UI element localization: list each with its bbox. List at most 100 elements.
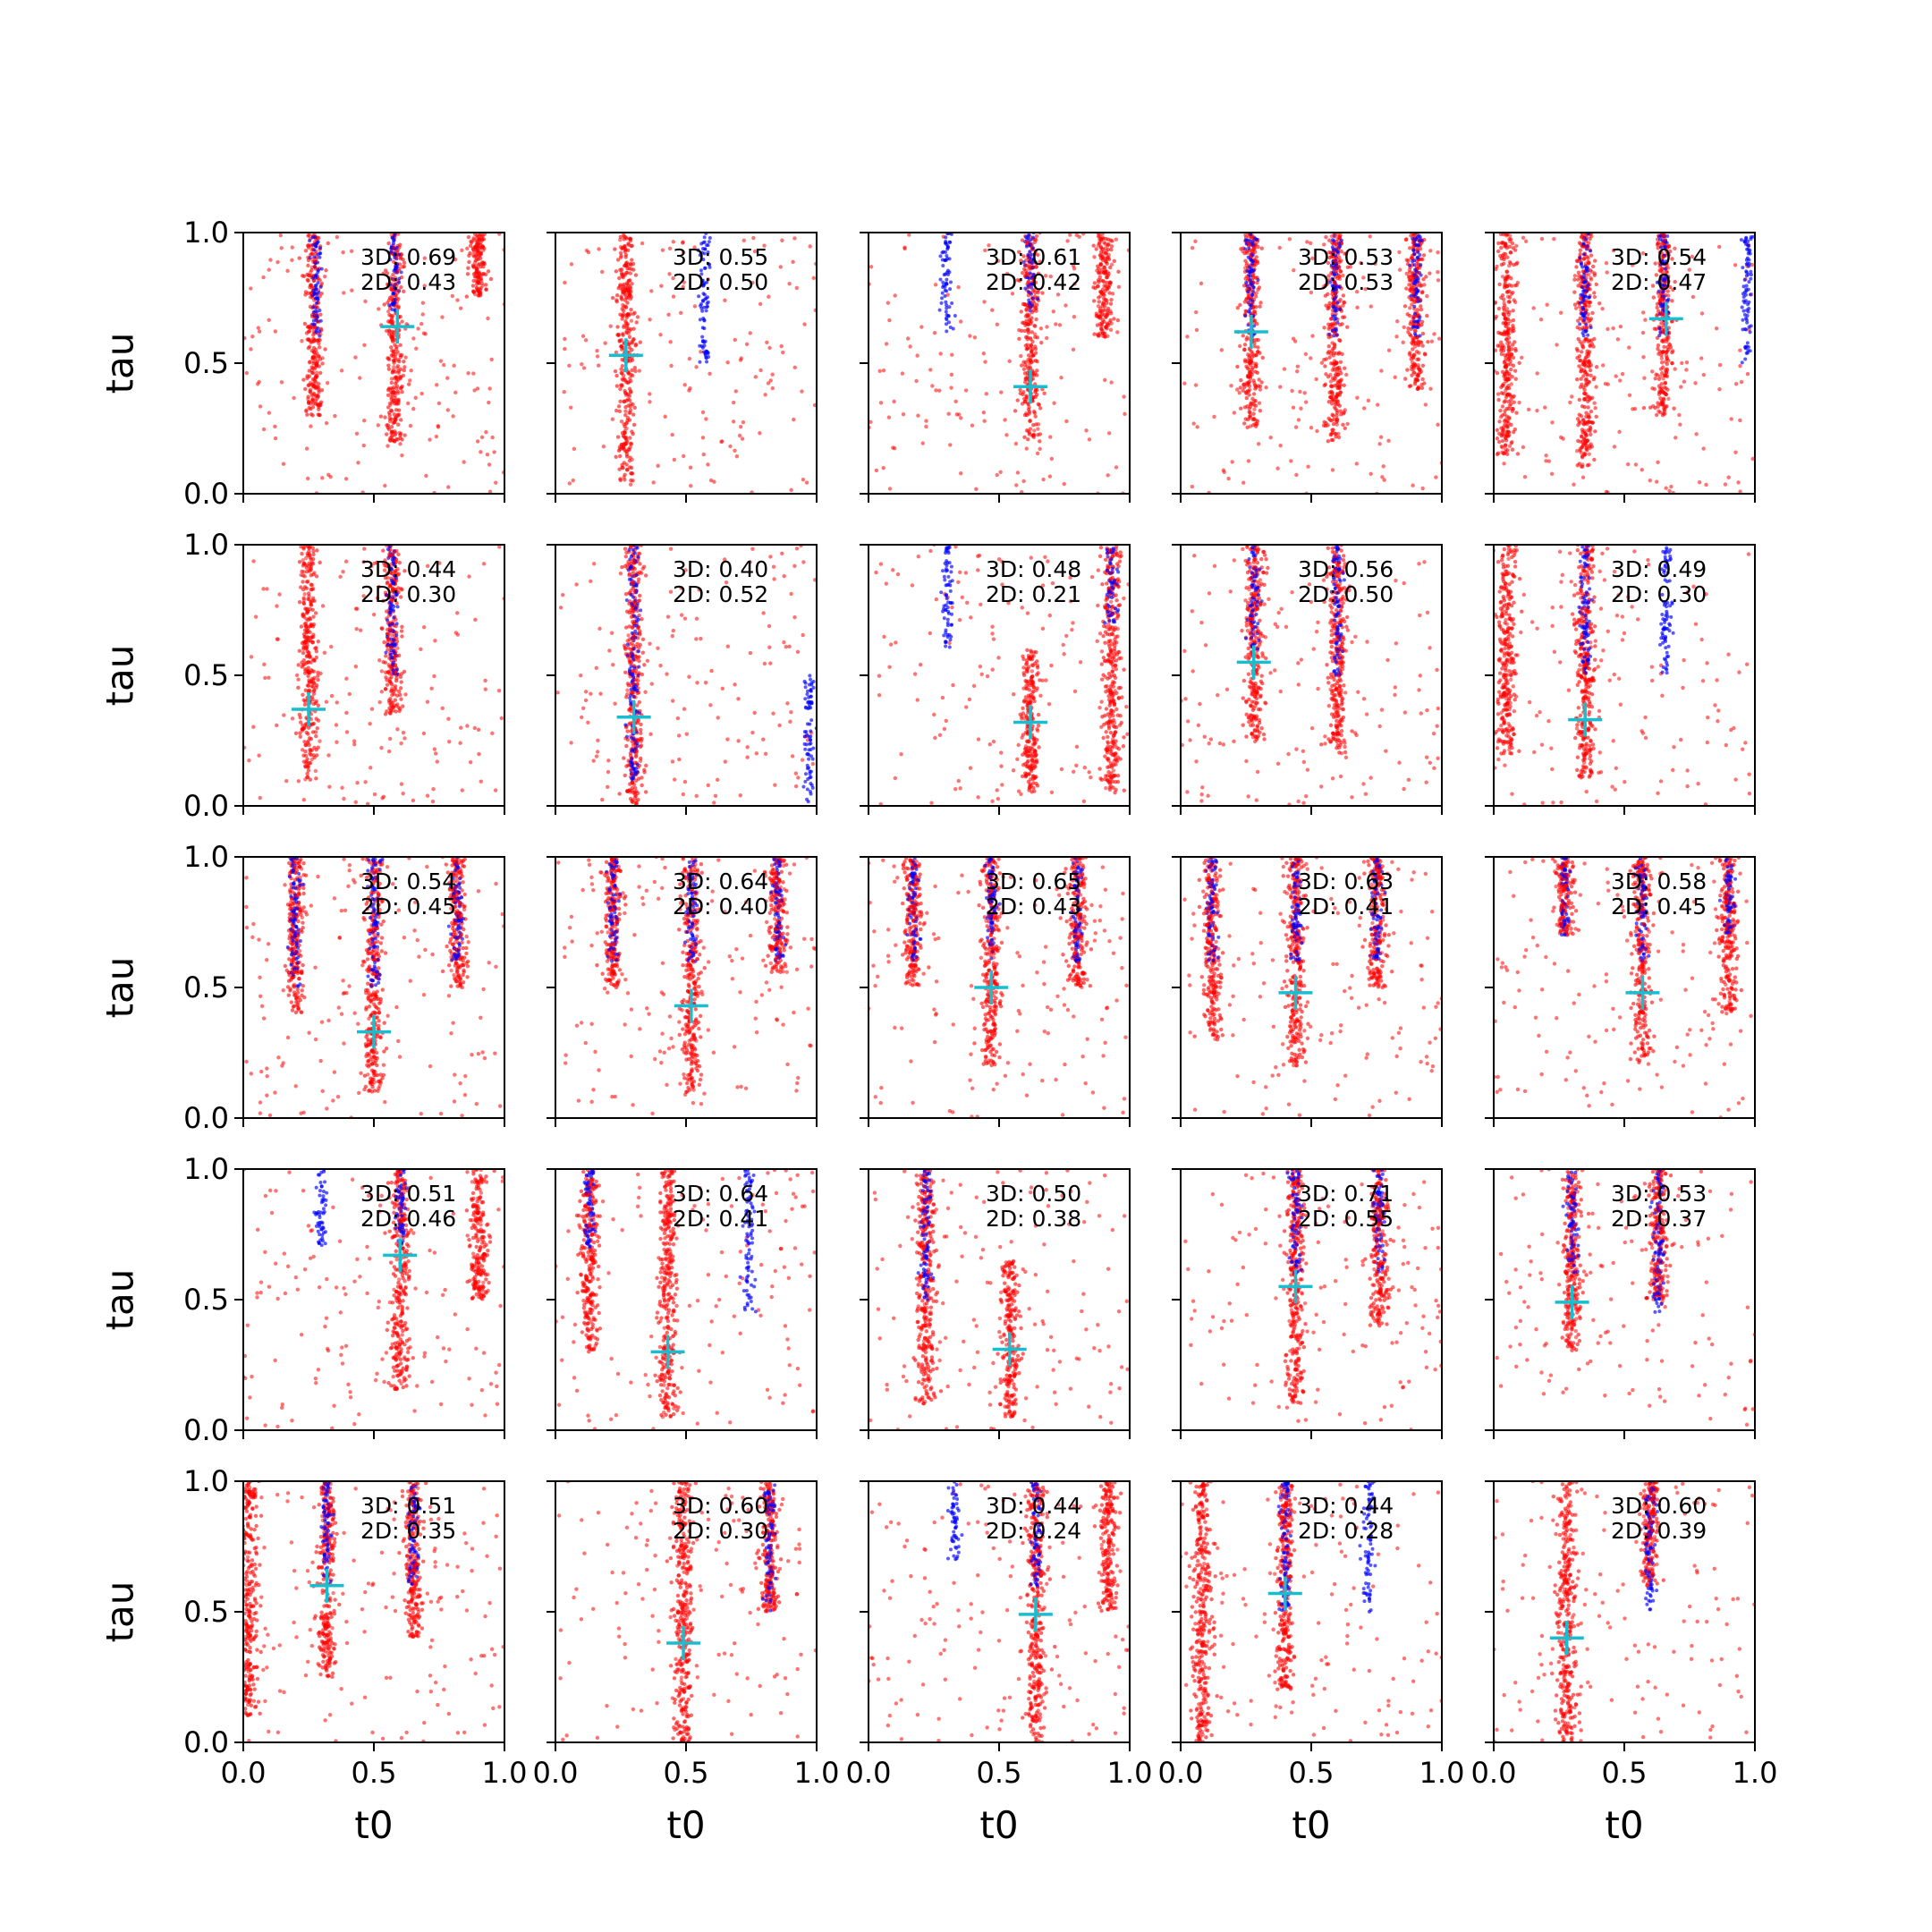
red-point [597,247,601,251]
red-point [398,242,402,247]
red-point [1255,239,1260,244]
red-point [304,408,309,412]
red-point [375,596,380,600]
red-point [378,414,384,419]
red-point [681,284,685,289]
red-point [1501,451,1506,456]
red-point [421,731,427,736]
red-point [1510,343,1515,347]
red-point [308,270,313,275]
red-point [249,655,254,659]
red-point [1694,432,1699,436]
red-point [948,443,953,447]
red-point [1260,355,1265,360]
red-point [1327,238,1332,242]
red-point [627,350,631,355]
blue-point [1589,326,1593,330]
red-point [1275,466,1280,470]
red-point [392,389,396,394]
blue-point [1745,320,1750,325]
red-point [311,298,317,302]
red-point [1410,286,1414,291]
red-point [1047,474,1053,479]
red-point [1116,284,1122,290]
blue-point [1748,349,1752,353]
red-point [1592,401,1597,405]
red-point [615,435,621,439]
red-point [400,319,404,324]
red-point [1579,377,1583,381]
red-point [395,437,401,442]
red-point [307,594,311,598]
red-point [1513,348,1518,353]
red-point [892,445,897,451]
red-point [1511,355,1516,360]
red-point [1659,286,1664,292]
red-point [1257,401,1262,405]
red-point [1649,369,1655,374]
red-point [1024,240,1029,244]
blue-point [1331,288,1335,292]
red-point [614,292,620,298]
red-point [335,700,339,705]
red-point [1397,267,1402,272]
red-point [1026,322,1031,326]
red-point [1109,321,1114,326]
red-point [1577,274,1581,278]
red-point [1650,284,1656,288]
red-point [390,433,394,438]
red-point [728,444,733,449]
red-point [1630,263,1635,267]
red-point [458,306,463,310]
red-point [624,454,630,459]
red-point [369,564,374,569]
red-point [990,308,995,312]
red-point [603,341,607,345]
red-point [1333,291,1337,295]
red-point [1024,411,1029,416]
blue-point [1252,324,1257,328]
red-point [1045,325,1049,329]
red-point [628,297,632,301]
red-point [1094,247,1098,251]
red-point [734,453,740,459]
red-point [623,409,628,413]
red-point [1627,393,1632,397]
red-point [1657,384,1662,388]
red-point [1221,468,1226,472]
red-point [1605,270,1609,275]
red-point [1245,286,1250,292]
blue-point [1409,293,1413,298]
red-point [386,309,391,314]
red-point [1508,319,1513,324]
red-point [389,233,394,237]
red-point [1632,406,1638,411]
red-point [403,692,408,697]
red-point [1329,233,1335,239]
red-point [1507,444,1513,448]
red-point [344,730,350,734]
red-point [1411,347,1415,352]
red-point [700,436,706,440]
red-point [294,673,300,678]
red-point [401,373,406,378]
blue-point [1584,322,1589,326]
red-point [1521,445,1526,450]
red-point [1667,342,1672,346]
red-point [1736,480,1741,485]
red-point [316,402,320,407]
red-point [1253,421,1258,427]
red-point [355,780,360,785]
red-point [307,360,312,365]
red-point [627,292,632,297]
red-point [682,280,686,284]
blue-point [1657,289,1661,293]
red-point [671,294,676,299]
red-point [618,255,623,260]
red-point [630,358,635,362]
red-point [402,260,407,266]
red-point [1600,306,1605,311]
red-point [1558,310,1563,315]
blue-point [397,252,402,257]
red-point [1699,356,1704,360]
